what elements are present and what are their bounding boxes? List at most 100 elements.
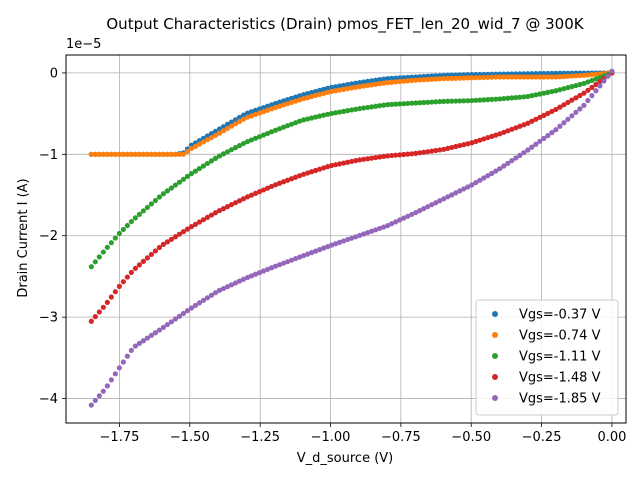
data-point [192,302,199,309]
data-point [465,75,471,81]
data-point [357,157,363,163]
data-point [296,93,303,99]
data-point [288,257,295,263]
data-point [272,100,279,107]
data-point [280,98,287,104]
series-2-points [88,70,615,157]
data-point [397,152,403,158]
data-point [569,73,575,79]
data-point [425,149,431,155]
series-3-points [88,70,615,270]
data-point [108,151,114,157]
data-point [176,179,183,185]
data-point [457,142,463,149]
data-point [112,289,118,295]
data-point [156,194,163,200]
data-point [96,393,102,399]
data-point [132,343,138,349]
data-point [373,81,379,87]
data-point [124,222,130,229]
data-point [208,134,215,141]
data-point [393,152,399,158]
data-point [204,160,211,167]
data-point [345,159,351,165]
data-point [232,117,239,123]
data-point [573,73,579,79]
data-point [541,135,547,142]
data-point [284,101,291,107]
data-point [561,102,567,108]
data-point [148,251,154,258]
data-point [208,158,215,164]
data-point [188,224,195,230]
data-point [561,120,567,126]
data-point [212,132,219,138]
data-point [100,249,106,255]
data-point [248,273,255,279]
data-point [541,90,547,96]
data-point [321,245,327,251]
data-point [196,219,203,225]
legend-marker [492,353,498,359]
data-point [232,280,239,286]
data-point [316,113,323,119]
data-point [280,260,287,266]
x-tick-label: −0.75 [381,430,421,445]
data-point [276,103,283,109]
data-point [268,183,275,190]
data-point [533,141,539,147]
data-point [565,73,571,79]
data-point [401,101,407,107]
data-point [329,242,335,248]
data-point [144,255,150,261]
data-point [453,190,459,196]
data-point [449,144,455,151]
data-point [272,182,279,188]
data-point [481,136,487,142]
data-point [485,135,491,141]
data-point [300,171,307,177]
data-point [481,74,487,81]
data-point [361,105,367,111]
data-point [240,140,247,147]
data-point [136,151,142,157]
x-tick-label: −0.25 [522,430,562,445]
data-point [589,84,595,90]
data-point [236,278,243,284]
data-point [609,68,615,74]
data-point [228,282,235,288]
data-point [465,98,471,104]
data-point [292,174,299,180]
data-point [200,135,207,141]
y-tick-label: −3 [39,311,58,326]
data-point [593,71,599,77]
data-point [212,128,219,134]
data-point [224,121,231,127]
data-point [264,103,271,109]
data-point [220,128,227,134]
data-point [421,77,427,83]
data-point [553,88,559,94]
data-point [593,81,599,88]
data-point [316,247,323,253]
data-point [196,165,203,172]
data-point [469,140,475,146]
data-point [104,151,110,157]
data-point [461,186,467,192]
data-point [341,82,347,88]
data-point [369,155,375,161]
data-point [341,86,347,92]
data-point [525,74,531,80]
data-point [100,304,106,310]
data-point [361,231,367,237]
data-point [188,171,195,177]
data-point [176,151,183,157]
data-point [333,110,339,116]
data-point [349,107,355,113]
data-point [529,93,535,99]
data-point [321,165,327,171]
data-point [357,84,363,90]
data-point [517,123,523,129]
data-point [581,72,587,78]
data-point [220,285,227,292]
